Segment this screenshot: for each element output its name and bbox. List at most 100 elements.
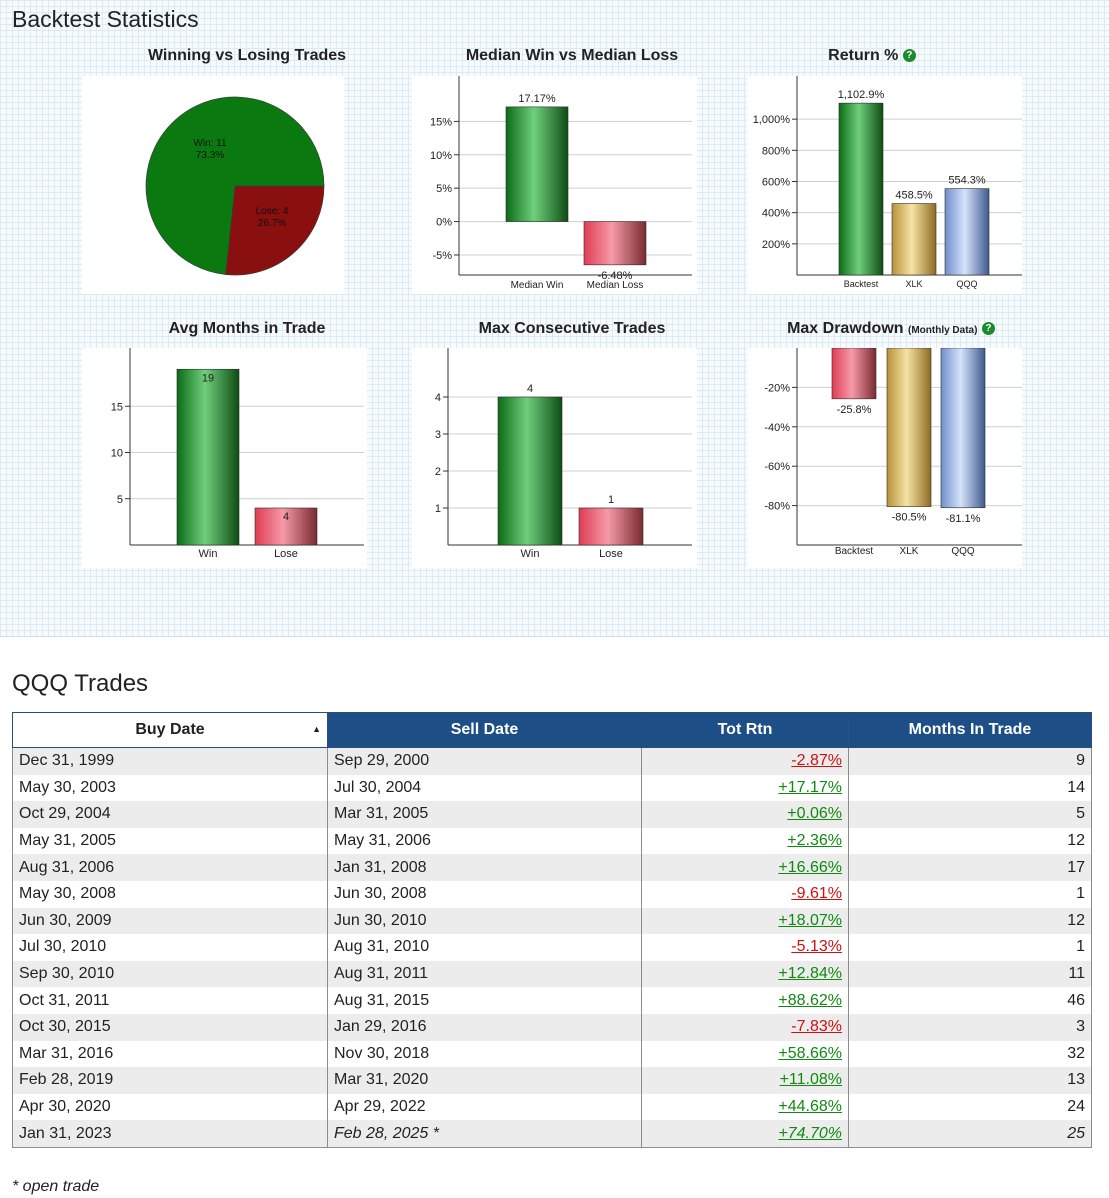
column-header-sell-date[interactable]: Sell Date [327,712,642,748]
cell-tot-rtn[interactable]: +11.08% [641,1067,849,1094]
tick-label: 0% [436,217,452,229]
return-link[interactable]: +11.08% [779,1071,842,1089]
cell-buy-date: Jan 31, 2023 [12,1120,328,1148]
cell-tot-rtn[interactable]: +58.66% [641,1040,849,1068]
return-link[interactable]: +88.62% [778,991,842,1009]
return-link[interactable]: +17.17% [778,778,842,796]
consec-bar-chart: 4 3 2 1 4 Win 1 Lose [412,348,697,568]
cell-tot-rtn[interactable]: +2.36% [641,827,849,855]
bar-backtest [838,102,884,276]
tick-label: 5 [117,494,123,506]
return-link[interactable]: +44.68% [778,1098,842,1116]
cell-sell-date: Feb 28, 2025 * [327,1120,642,1148]
data-label: -6.48% [598,270,633,282]
tick-label: 4 [435,392,441,404]
data-label: 554.3% [948,175,986,187]
column-header-months[interactable]: Months In Trade [848,712,1092,748]
category-label: Lose [274,548,298,560]
cell-months: 1 [848,880,1092,908]
cell-buy-date: Aug 31, 2006 [12,854,328,881]
cell-sell-date: Jan 29, 2016 [327,1013,642,1041]
table-row: Oct 29, 2004 Mar 31, 2005 +0.06% 5 [12,801,1092,828]
cell-tot-rtn[interactable]: -9.61% [641,880,849,908]
cell-months: 46 [848,987,1092,1014]
cell-months: 9 [848,747,1092,775]
cell-sell-date: Nov 30, 2018 [327,1040,642,1068]
cell-sell-date: May 31, 2006 [327,827,642,855]
return-link[interactable]: +74.70% [778,1124,842,1142]
cell-tot-rtn[interactable]: -2.87% [641,747,849,775]
return-bar-chart: 1,000% 800% 600% 400% 200% 1,102.9% Backtest 45… [747,76,1022,294]
cell-tot-rtn[interactable]: +0.06% [641,801,849,828]
table-row: Dec 31, 1999 Sep 29, 2000 -2.87% 9 [12,747,1092,775]
return-link[interactable]: +2.36% [787,832,842,850]
cell-sell-date: Aug 31, 2011 [327,960,642,988]
return-link[interactable]: +0.06% [787,805,842,823]
table-row: Sep 30, 2010 Aug 31, 2011 +12.84% 11 [12,960,1092,988]
table-row: Oct 30, 2015 Jan 29, 2016 -7.83% 3 [12,1013,1092,1041]
section-title: Backtest Statistics [12,6,199,32]
table-row: Aug 31, 2006 Jan 31, 2008 +16.66% 17 [12,854,1092,881]
drawdown-bar-chart: -20% -40% -60% -80% -25.8% Backtest -80.5% XLK -… [747,348,1022,568]
chart-title-win-lose: Winning vs Losing Trades [147,47,347,64]
pie-label: Win: 11 [193,138,227,149]
cell-sell-date: Jan 31, 2008 [327,854,642,881]
cell-tot-rtn[interactable]: +16.66% [641,854,849,881]
cell-buy-date: Dec 31, 1999 [12,747,328,775]
return-link[interactable]: -5.13% [791,938,842,956]
months-bar-chart: 15 10 5 19 Win 4 Lose [82,348,367,568]
cell-months: 14 [848,774,1092,802]
bar-median-loss [583,221,647,266]
tick-label: -80% [764,501,790,513]
cell-tot-rtn[interactable]: -7.83% [641,1013,849,1041]
cell-months: 5 [848,801,1092,828]
data-label: 4 [527,383,533,395]
cell-sell-date: Mar 31, 2005 [327,801,642,828]
table-row: Oct 31, 2011 Aug 31, 2015 +88.62% 46 [12,987,1092,1014]
cell-buy-date: Feb 28, 2019 [12,1067,328,1094]
cell-tot-rtn[interactable]: +18.07% [641,907,849,935]
cell-sell-date: Apr 29, 2022 [327,1093,642,1121]
question-circle-icon[interactable]: ? [981,322,995,336]
cell-buy-date: Oct 31, 2011 [12,987,328,1014]
return-link[interactable]: -7.83% [791,1018,842,1036]
cell-tot-rtn[interactable]: +44.68% [641,1093,849,1121]
cell-months: 25 [848,1120,1092,1148]
table-row: Jan 31, 2023 Feb 28, 2025 * +74.70% 25 [12,1120,1092,1148]
category-label: QQQ [956,279,977,289]
cell-tot-rtn[interactable]: +88.62% [641,987,849,1014]
cell-tot-rtn[interactable]: +74.70% [641,1120,849,1148]
cell-buy-date: Oct 30, 2015 [12,1013,328,1041]
cell-months: 12 [848,827,1092,855]
tick-label: 3 [435,429,441,441]
return-link[interactable]: -9.61% [791,885,842,903]
cell-tot-rtn[interactable]: +12.84% [641,960,849,988]
cell-sell-date: Jun 30, 2010 [327,907,642,935]
return-link[interactable]: +16.66% [778,858,842,876]
bar-qqq [940,348,986,509]
table-header-row: Buy Date ▲ Sell Date Tot Rtn Months In T… [12,712,1092,748]
bar-qqq [944,188,990,276]
bar-win [497,396,563,546]
table-row: Mar 31, 2016 Nov 30, 2018 +58.66% 32 [12,1040,1092,1068]
column-header-buy-date[interactable]: Buy Date ▲ [12,712,328,748]
category-label: XLK [905,279,922,289]
question-circle-icon[interactable]: ? [902,49,916,63]
column-header-tot-rtn[interactable]: Tot Rtn [641,712,849,748]
tick-label: 800% [762,145,790,157]
return-link[interactable]: +12.84% [778,965,842,983]
tick-label: 10 [111,448,123,460]
cell-buy-date: Sep 30, 2010 [12,960,328,988]
cell-tot-rtn[interactable]: -5.13% [641,934,849,961]
cell-buy-date: Jun 30, 2009 [12,907,328,935]
return-link[interactable]: +18.07% [778,911,842,929]
return-link[interactable]: -2.87% [791,752,842,770]
cell-sell-date: Sep 29, 2000 [327,747,642,775]
category-label: Lose [599,548,623,560]
data-label: -81.1% [946,513,981,525]
cell-tot-rtn[interactable]: +17.17% [641,774,849,802]
return-link[interactable]: +58.66% [778,1044,842,1062]
tick-label: 1 [435,503,441,515]
cell-months: 32 [848,1040,1092,1068]
